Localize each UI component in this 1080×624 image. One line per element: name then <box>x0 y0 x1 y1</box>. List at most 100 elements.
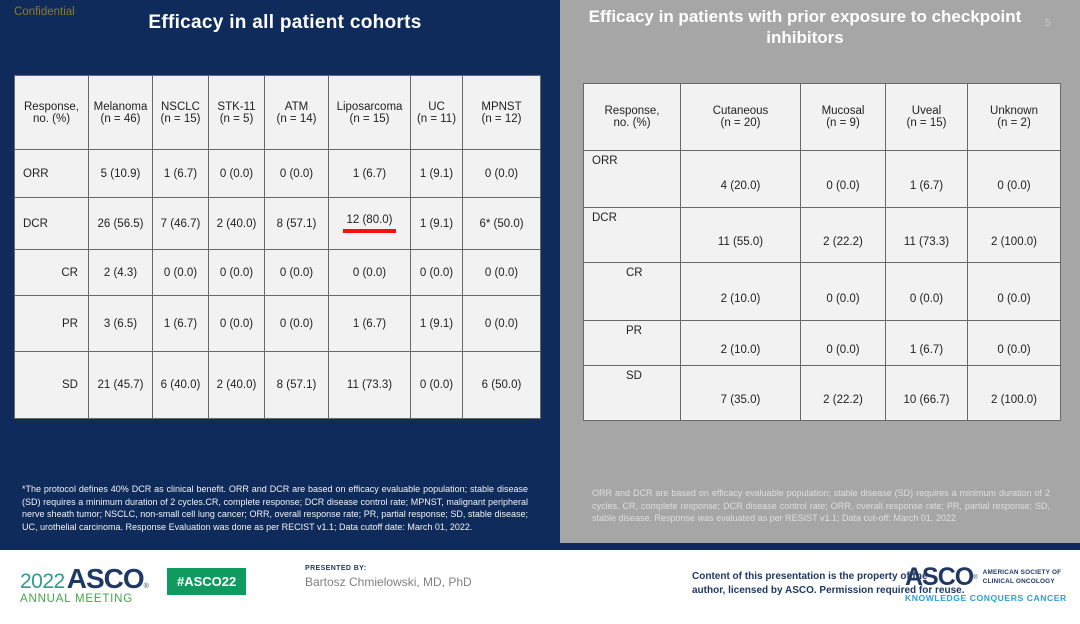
table-cell: 0 (0.0) <box>208 149 265 198</box>
column-header: STK-11 (n = 5) <box>208 75 265 150</box>
table-cell: 0 (0.0) <box>328 249 411 296</box>
asco-annual-meeting-logo: 2022 ASCO ® ANNUAL MEETING <box>20 563 149 605</box>
table-cell: 1 (6.7) <box>885 150 968 208</box>
logo-asco-wordmark: ASCO <box>66 563 145 594</box>
table-cell: 2 (10.0) <box>680 262 801 321</box>
society-tagline: KNOWLEDGE CONQUERS CANCER <box>905 593 1067 603</box>
row-label: ORR <box>14 149 89 198</box>
table-cell: 0 (0.0) <box>800 262 886 321</box>
row-label: PR <box>583 320 681 366</box>
table-cell: 0 (0.0) <box>152 249 209 296</box>
left-panel-title: Efficacy in all patient cohorts <box>148 12 422 33</box>
table-cell: 10 (66.7) <box>885 365 968 421</box>
column-header: Mucosal (n = 9) <box>800 83 886 151</box>
permission-notice: Content of this presentation is the prop… <box>692 571 965 596</box>
column-header: UC (n = 11) <box>410 75 463 150</box>
column-header: Unknown (n = 2) <box>967 83 1061 151</box>
table-cell: 1 (9.1) <box>410 149 463 198</box>
table-row: DCR 11 (55.0) 2 (22.2) 11 (73.3) 2 (100.0) <box>583 207 1061 263</box>
hashtag-badge: #ASCO22 <box>167 568 247 595</box>
table-row: CR 2 (10.0) 0 (0.0) 0 (0.0) 0 (0.0) <box>583 262 1061 321</box>
column-header: Cutaneous (n = 20) <box>680 83 801 151</box>
confidential-label: Confidential <box>14 6 75 18</box>
table-cell: 0 (0.0) <box>462 249 541 296</box>
left-table-body: ORR 5 (10.9) 1 (6.7) 0 (0.0) 0 (0.0) 1 (6.7) 1… <box>14 149 541 419</box>
page-number: 5 <box>1045 17 1051 29</box>
row-label: DCR <box>14 197 89 250</box>
table-cell: 21 (45.7) <box>88 351 153 419</box>
table-cell: 6 (40.0) <box>152 351 209 419</box>
column-header: NSCLC (n = 15) <box>152 75 209 150</box>
table-cell: 0 (0.0) <box>410 351 463 419</box>
table-cell: 2 (22.2) <box>800 207 886 263</box>
registered-mark: ® <box>143 583 149 590</box>
table-cell: 2 (40.0) <box>208 197 265 250</box>
column-header: MPNST (n = 12) <box>462 75 541 150</box>
column-header: Uveal (n = 15) <box>885 83 968 151</box>
table-row: PR 2 (10.0) 0 (0.0) 1 (6.7) 0 (0.0) <box>583 320 1061 366</box>
right-footnote: ORR and DCR are based on efficacy evalua… <box>592 488 1050 524</box>
society-name: AMERICAN SOCIETY OF CLINICAL ONCOLOGY <box>982 568 1062 585</box>
table-cell: 0 (0.0) <box>885 262 968 321</box>
table-row: ORR 4 (20.0) 0 (0.0) 1 (6.7) 0 (0.0) <box>583 150 1061 208</box>
table-cell: 2 (100.0) <box>967 207 1061 263</box>
table-cell: 2 (10.0) <box>680 320 801 366</box>
table-cell: 0 (0.0) <box>967 262 1061 321</box>
table-cell: 3 (6.5) <box>88 295 153 352</box>
table-cell: 0 (0.0) <box>800 320 886 366</box>
column-header: Liposarcoma (n = 15) <box>328 75 411 150</box>
right-panel-title: Efficacy in patients with prior exposure… <box>588 7 1022 48</box>
row-label: DCR <box>583 207 681 263</box>
table-cell: 0 (0.0) <box>967 320 1061 366</box>
right-table-body: ORR 4 (20.0) 0 (0.0) 1 (6.7) 0 (0.0) DCR 11 (5… <box>583 150 1061 421</box>
table-cell: 2 (22.2) <box>800 365 886 421</box>
left-footnote: *The protocol defines 40% DCR as clinica… <box>22 484 528 532</box>
table-cell: 8 (57.1) <box>264 351 329 419</box>
left-efficacy-table: Response, no. (%) Melanoma (n = 46) NSCLC … <box>14 75 541 419</box>
table-row: ORR 5 (10.9) 1 (6.7) 0 (0.0) 0 (0.0) 1 (6.7) 1… <box>14 149 541 198</box>
table-cell: 0 (0.0) <box>410 249 463 296</box>
logo-annual-meeting: ANNUAL MEETING <box>20 593 134 605</box>
table-cell: 1 (9.1) <box>410 197 463 250</box>
table-cell: 7 (46.7) <box>152 197 209 250</box>
row-label: SD <box>583 365 681 421</box>
table-cell: 7 (35.0) <box>680 365 801 421</box>
table-cell: 0 (0.0) <box>967 150 1061 208</box>
table-cell: 1 (6.7) <box>152 149 209 198</box>
row-label: PR <box>14 295 89 352</box>
table-row: SD 7 (35.0) 2 (22.2) 10 (66.7) 2 (100.0) <box>583 365 1061 421</box>
table-cell: 0 (0.0) <box>800 150 886 208</box>
table-cell: 0 (0.0) <box>462 149 541 198</box>
table-cell: 26 (56.5) <box>88 197 153 250</box>
table-cell: 6* (50.0) <box>462 197 541 250</box>
table-cell: 11 (73.3) <box>328 351 411 419</box>
table-cell: 0 (0.0) <box>208 295 265 352</box>
table-cell: 2 (100.0) <box>967 365 1061 421</box>
table-cell: 1 (6.7) <box>152 295 209 352</box>
table-row: SD 21 (45.7) 6 (40.0) 2 (40.0) 8 (57.1) 11 (7… <box>14 351 541 419</box>
table-cell: 11 (73.3) <box>885 207 968 263</box>
table-cell: 0 (0.0) <box>462 295 541 352</box>
column-header: Response, no. (%) <box>583 83 681 151</box>
table-cell: 0 (0.0) <box>264 149 329 198</box>
table-cell: 8 (57.1) <box>264 197 329 250</box>
table-cell: 1 (6.7) <box>328 149 411 198</box>
left-table-header-row: Response, no. (%) Melanoma (n = 46) NSCLC … <box>14 75 541 150</box>
asco-wordmark: ASCO <box>905 563 974 591</box>
table-cell: 0 (0.0) <box>264 249 329 296</box>
right-efficacy-table: Response, no. (%) Cutaneous (n = 20) Mucos… <box>583 83 1061 421</box>
table-cell: 4 (20.0) <box>680 150 801 208</box>
table-cell: 1 (9.1) <box>410 295 463 352</box>
right-table-header-row: Response, no. (%) Cutaneous (n = 20) Mucos… <box>583 83 1061 151</box>
registered-mark: ® <box>973 574 978 581</box>
table-cell: 2 (4.3) <box>88 249 153 296</box>
presented-by-label: PRESENTED BY: <box>305 565 367 572</box>
row-label: SD <box>14 351 89 419</box>
table-cell: 2 (40.0) <box>208 351 265 419</box>
column-header: Melanoma (n = 46) <box>88 75 153 150</box>
table-cell: 6 (50.0) <box>462 351 541 419</box>
logo-year: 2022 <box>20 570 65 593</box>
table-cell: 12 (80.0) <box>328 197 411 250</box>
column-header: Response, no. (%) <box>14 75 89 150</box>
